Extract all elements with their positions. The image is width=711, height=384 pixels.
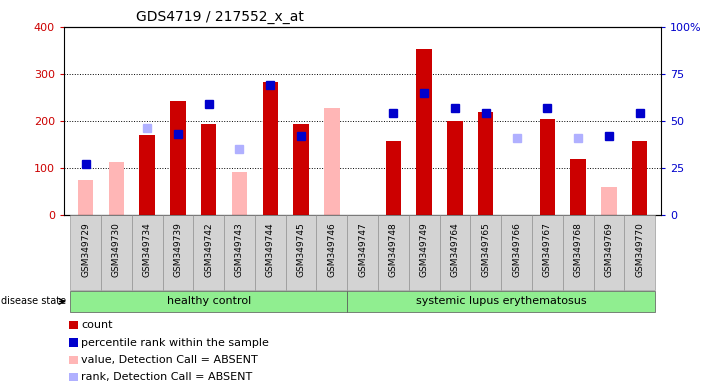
- Text: GSM349766: GSM349766: [512, 223, 521, 277]
- Text: GSM349765: GSM349765: [481, 223, 491, 277]
- Text: GSM349729: GSM349729: [81, 223, 90, 277]
- Bar: [632, 141, 648, 215]
- Text: GSM349742: GSM349742: [204, 223, 213, 277]
- Bar: [478, 112, 493, 215]
- FancyBboxPatch shape: [439, 215, 471, 290]
- Text: GSM349749: GSM349749: [419, 223, 429, 277]
- Text: GSM349744: GSM349744: [266, 223, 274, 277]
- Bar: [262, 82, 278, 215]
- Bar: [232, 172, 247, 215]
- Text: disease state: disease state: [1, 296, 67, 306]
- FancyBboxPatch shape: [70, 215, 101, 290]
- FancyBboxPatch shape: [255, 215, 286, 290]
- Bar: [570, 159, 586, 215]
- Text: GSM349743: GSM349743: [235, 223, 244, 277]
- Bar: [139, 135, 155, 215]
- Text: value, Detection Call = ABSENT: value, Detection Call = ABSENT: [81, 355, 258, 365]
- Bar: [109, 162, 124, 215]
- FancyBboxPatch shape: [471, 215, 501, 290]
- Bar: [77, 180, 93, 215]
- Text: systemic lupus erythematosus: systemic lupus erythematosus: [416, 296, 587, 306]
- Bar: [602, 187, 616, 215]
- Text: GSM349767: GSM349767: [542, 223, 552, 277]
- Bar: [385, 141, 401, 215]
- FancyBboxPatch shape: [132, 215, 163, 290]
- Text: GSM349739: GSM349739: [173, 223, 183, 277]
- Text: GSM349764: GSM349764: [451, 223, 459, 277]
- Text: GSM349747: GSM349747: [358, 223, 367, 277]
- Text: rank, Detection Call = ABSENT: rank, Detection Call = ABSENT: [81, 372, 252, 382]
- Text: GSM349748: GSM349748: [389, 223, 398, 277]
- Bar: [540, 119, 555, 215]
- Text: GSM349734: GSM349734: [143, 223, 151, 277]
- FancyBboxPatch shape: [347, 291, 655, 312]
- FancyBboxPatch shape: [70, 291, 347, 312]
- Bar: [69, 321, 78, 329]
- Text: GSM349745: GSM349745: [296, 223, 306, 277]
- FancyBboxPatch shape: [378, 215, 409, 290]
- Bar: [294, 124, 309, 215]
- Bar: [69, 338, 78, 347]
- Text: GSM349770: GSM349770: [635, 223, 644, 277]
- Text: GSM349730: GSM349730: [112, 223, 121, 277]
- FancyBboxPatch shape: [624, 215, 655, 290]
- Text: percentile rank within the sample: percentile rank within the sample: [81, 338, 269, 348]
- FancyBboxPatch shape: [163, 215, 193, 290]
- FancyBboxPatch shape: [562, 215, 594, 290]
- FancyBboxPatch shape: [224, 215, 255, 290]
- Text: healthy control: healthy control: [166, 296, 251, 306]
- FancyBboxPatch shape: [101, 215, 132, 290]
- Text: GSM349746: GSM349746: [327, 223, 336, 277]
- Text: count: count: [81, 320, 113, 330]
- Bar: [170, 101, 186, 215]
- Bar: [447, 121, 463, 215]
- FancyBboxPatch shape: [286, 215, 316, 290]
- FancyBboxPatch shape: [501, 215, 532, 290]
- Bar: [201, 124, 216, 215]
- FancyBboxPatch shape: [316, 215, 347, 290]
- FancyBboxPatch shape: [594, 215, 624, 290]
- Bar: [324, 108, 340, 215]
- FancyBboxPatch shape: [347, 215, 378, 290]
- Text: GSM349768: GSM349768: [574, 223, 582, 277]
- FancyBboxPatch shape: [532, 215, 562, 290]
- Text: GDS4719 / 217552_x_at: GDS4719 / 217552_x_at: [136, 10, 304, 25]
- Bar: [69, 373, 78, 381]
- Text: GSM349769: GSM349769: [604, 223, 614, 277]
- FancyBboxPatch shape: [409, 215, 439, 290]
- Bar: [417, 49, 432, 215]
- Bar: [69, 356, 78, 364]
- FancyBboxPatch shape: [193, 215, 224, 290]
